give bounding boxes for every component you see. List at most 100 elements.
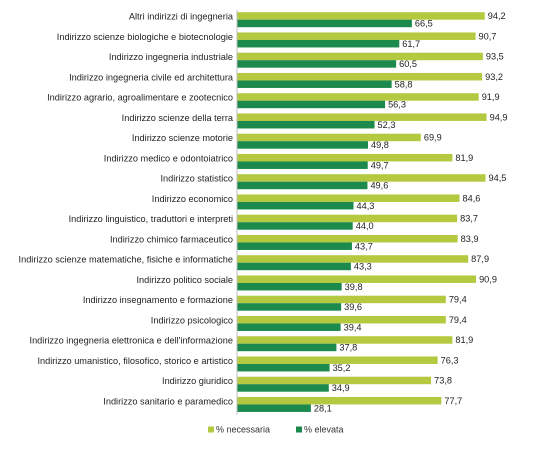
bar-elevata-4 (237, 80, 392, 88)
bar-elevata-3 (237, 60, 397, 68)
value-label-necessaria-15: 79,4 (449, 295, 467, 305)
legend-swatch-elevata (296, 426, 302, 433)
value-label-elevata-19: 34,9 (332, 383, 350, 393)
value-label-necessaria-2: 90,7 (479, 31, 497, 41)
value-label-necessaria-13: 87,9 (471, 254, 489, 264)
bar-necessaria-16 (237, 315, 446, 324)
bar-necessaria-8 (237, 153, 453, 162)
bar-elevata-12 (237, 242, 352, 250)
category-label-indirizzo-agrario-agroalimentare-e-zootecnico: Indirizzo agrario, agroalimentare e zoot… (47, 93, 233, 103)
category-label-indirizzo-scienze-biologiche-e-biotecnologie: Indirizzo scienze biologiche e biotecnol… (57, 32, 233, 42)
value-label-elevata-13: 43,3 (354, 262, 372, 272)
bar-elevata-7 (237, 141, 368, 149)
value-label-elevata-4: 58,8 (395, 79, 413, 89)
category-label-indirizzo-psicologico: Indirizzo psicologico (151, 315, 233, 325)
value-label-elevata-16: 39,4 (344, 322, 362, 332)
value-labels: 94,2 66,5 90,7 61,7 93,5 60,5 93,2 58,8 91,9 56,3… (314, 11, 508, 413)
bars (237, 12, 487, 412)
value-label-elevata-12: 43,7 (355, 241, 373, 251)
bar-elevata-20 (237, 404, 311, 412)
bar-elevata-5 (237, 100, 386, 109)
category-label-indirizzo-scienze-matematiche-fisiche-e-informatiche: Indirizzo scienze matematiche, fisiche e… (19, 255, 233, 265)
bar-necessaria-5 (237, 93, 479, 101)
value-label-necessaria-19: 73,8 (434, 376, 452, 386)
value-label-necessaria-16: 79,4 (449, 315, 467, 325)
category-label-indirizzo-ingegneria-civile-ed-architettura: Indirizzo ingegneria civile ed architett… (69, 72, 234, 82)
legend-swatch-necessaria (208, 426, 214, 433)
value-label-necessaria-3: 93,5 (486, 52, 504, 62)
bar-elevata-19 (237, 384, 329, 392)
bar-necessaria-12 (237, 234, 458, 243)
value-label-elevata-10: 44,3 (357, 201, 375, 211)
bar-elevata-16 (237, 323, 341, 331)
bar-necessaria-18 (237, 356, 438, 364)
value-label-elevata-11: 44,0 (356, 221, 374, 231)
bar-necessaria-2 (237, 32, 476, 40)
bar-elevata-15 (237, 303, 342, 311)
category-label-indirizzo-linguistico-traduttori-e-interpreti: Indirizzo linguistico, traduttori e inte… (69, 214, 233, 224)
bar-elevata-10 (237, 201, 354, 210)
value-label-necessaria-10: 84,6 (462, 193, 480, 203)
legend-label-necessaria: % necessaria (216, 425, 270, 435)
value-label-necessaria-8: 81,9 (455, 153, 473, 163)
bar-necessaria-6 (237, 113, 487, 121)
bar-necessaria-19 (237, 376, 432, 385)
legend-label-elevata: % elevata (304, 425, 344, 435)
bar-necessaria-13 (237, 255, 469, 263)
value-label-necessaria-17: 81,9 (455, 335, 473, 345)
bar-elevata-14 (237, 282, 342, 291)
value-label-necessaria-11: 83,7 (460, 214, 478, 224)
value-label-elevata-7: 49,8 (371, 140, 389, 150)
value-label-necessaria-4: 93,2 (485, 72, 503, 82)
category-labels: Altri indirizzi di ingegneria Indirizzo s… (19, 12, 234, 407)
value-label-necessaria-12: 83,9 (461, 234, 479, 244)
category-label-indirizzo-sanitario-e-paramedico: Indirizzo sanitario e paramedico (103, 396, 233, 406)
bar-necessaria-7 (237, 133, 421, 142)
bar-necessaria-9 (237, 174, 486, 182)
value-label-elevata-18: 35,2 (333, 363, 351, 373)
value-label-elevata-17: 37,8 (339, 343, 357, 353)
bar-necessaria-4 (237, 72, 483, 81)
bar-elevata-18 (237, 363, 330, 372)
bar-necessaria-11 (237, 214, 458, 223)
bar-necessaria-17 (237, 336, 453, 344)
bar-elevata-8 (237, 161, 368, 169)
value-label-elevata-2: 61,7 (402, 39, 420, 49)
value-label-elevata-6: 52,3 (378, 120, 396, 130)
value-label-elevata-9: 49,6 (370, 181, 388, 191)
value-label-necessaria-20: 77,7 (444, 396, 462, 406)
value-label-elevata-14: 39,8 (345, 282, 363, 292)
value-label-elevata-5: 56,3 (388, 100, 406, 110)
value-label-necessaria-5: 91,9 (482, 92, 500, 102)
value-label-elevata-3: 60,5 (399, 59, 417, 69)
category-label-indirizzo-economico: Indirizzo economico (152, 194, 233, 204)
bar-elevata-2 (237, 39, 400, 48)
bar-necessaria-14 (237, 275, 477, 283)
category-label-indirizzo-statistico: Indirizzo statistico (160, 174, 233, 184)
category-label-indirizzo-chimico-farmaceutico: Indirizzo chimico farmaceutico (110, 234, 233, 244)
bar-elevata-6 (237, 120, 375, 129)
value-label-necessaria-18: 76,3 (441, 355, 459, 365)
value-label-necessaria-7: 69,9 (424, 133, 442, 143)
category-label-indirizzo-umanistico-filosofico-storico-e-artistico: Indirizzo umanistico, filosofico, storic… (37, 356, 233, 366)
bar-elevata-11 (237, 222, 353, 230)
category-label-indirizzo-ingegneria-elettronica-e-dell-informazione: Indirizzo ingegneria elettronica e dell'… (30, 336, 233, 346)
category-label-indirizzo-ingegneria-industriale: Indirizzo ingegneria industriale (109, 52, 233, 62)
category-label-indirizzo-insegnamento-e-formazione: Indirizzo insegnamento e formazione (83, 295, 233, 305)
category-label-indirizzo-politico-sociale: Indirizzo politico sociale (136, 275, 233, 285)
bar-elevata-17 (237, 343, 337, 352)
bar-necessaria-20 (237, 396, 442, 405)
bar-necessaria-1 (237, 12, 485, 20)
value-label-necessaria-14: 90,9 (479, 274, 497, 284)
category-label-indirizzo-giuridico: Indirizzo giuridico (162, 376, 233, 386)
value-label-elevata-15: 39,6 (344, 302, 362, 312)
bar-elevata-1 (237, 19, 412, 28)
bar-elevata-13 (237, 262, 351, 271)
legend: % necessaria % elevata (208, 425, 344, 435)
bar-necessaria-15 (237, 295, 446, 304)
value-label-elevata-1: 66,5 (415, 19, 433, 29)
value-label-elevata-8: 49,7 (371, 160, 389, 170)
category-label-indirizzo-medico-e-odontoiatrico: Indirizzo medico e odontoiatrico (104, 153, 233, 163)
category-label-indirizzo-scienze-motorie: Indirizzo scienze motorie (132, 133, 233, 143)
